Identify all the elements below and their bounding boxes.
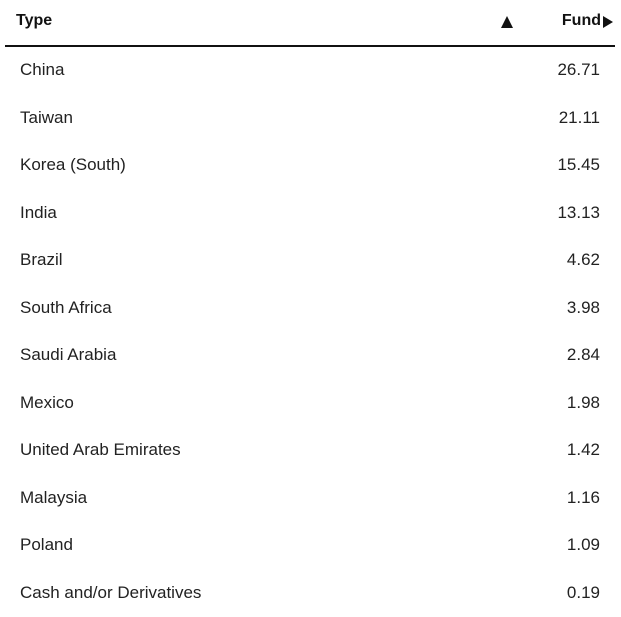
fund-weight: 15.45: [557, 155, 600, 174]
table-row: Mexico 1.98: [5, 380, 615, 427]
table-row: Brazil 4.62: [5, 237, 615, 284]
fund-weight: 3.98: [566, 297, 600, 317]
country-name: South Africa: [20, 297, 112, 317]
country-name: Mexico: [20, 392, 74, 412]
fund-weight: 1.09: [566, 535, 600, 554]
sort-icon[interactable]: [500, 15, 514, 29]
fund-weight: 2.84: [566, 345, 600, 364]
table-row: Korea (South) 15.45: [5, 142, 615, 189]
table-row: United Arab Emirates 1.42: [5, 427, 615, 474]
country-name: Brazil: [20, 250, 63, 269]
table-header: Type Fund: [5, 0, 615, 47]
country-name: India: [20, 202, 57, 222]
table-row: Taiwan 21.11: [5, 95, 615, 142]
country-name: Korea (South): [20, 155, 126, 174]
country-name: Taiwan: [20, 107, 73, 127]
fund-weight: 1.98: [566, 392, 600, 412]
country-name: China: [20, 60, 65, 79]
column-header[interactable]: Fund: [561, 12, 601, 29]
table-row: Malaysia 1.16: [5, 475, 615, 522]
fund-weight: 0.19: [566, 582, 600, 602]
fund-weight: 26.71: [557, 60, 600, 79]
country-name: Malaysia: [20, 487, 88, 507]
column-header[interactable]: Type: [16, 12, 53, 29]
table-row: China 26.71: [5, 47, 615, 94]
table-row: Poland 1.09: [5, 522, 615, 569]
scroll-arrow[interactable]: [602, 15, 614, 29]
country-name: United Arab Emirates: [20, 440, 181, 459]
table-row: Saudi Arabia 2.84: [5, 332, 615, 379]
fund-weight: 13.13: [557, 202, 600, 222]
fund-weight: 4.62: [566, 250, 600, 269]
fund-weight: 1.16: [566, 487, 600, 507]
table-row: Cash and/or Derivatives 0.19: [5, 570, 615, 617]
country-name: Poland: [20, 535, 73, 554]
fund-weight: 21.11: [558, 107, 600, 127]
table-row: South Africa 3.98: [5, 285, 615, 332]
country-name: Cash and/or Derivatives: [20, 582, 202, 602]
country-name: Saudi Arabia: [20, 345, 117, 364]
fund-weight: 1.42: [566, 440, 600, 459]
table-row: India 13.13: [5, 190, 615, 237]
